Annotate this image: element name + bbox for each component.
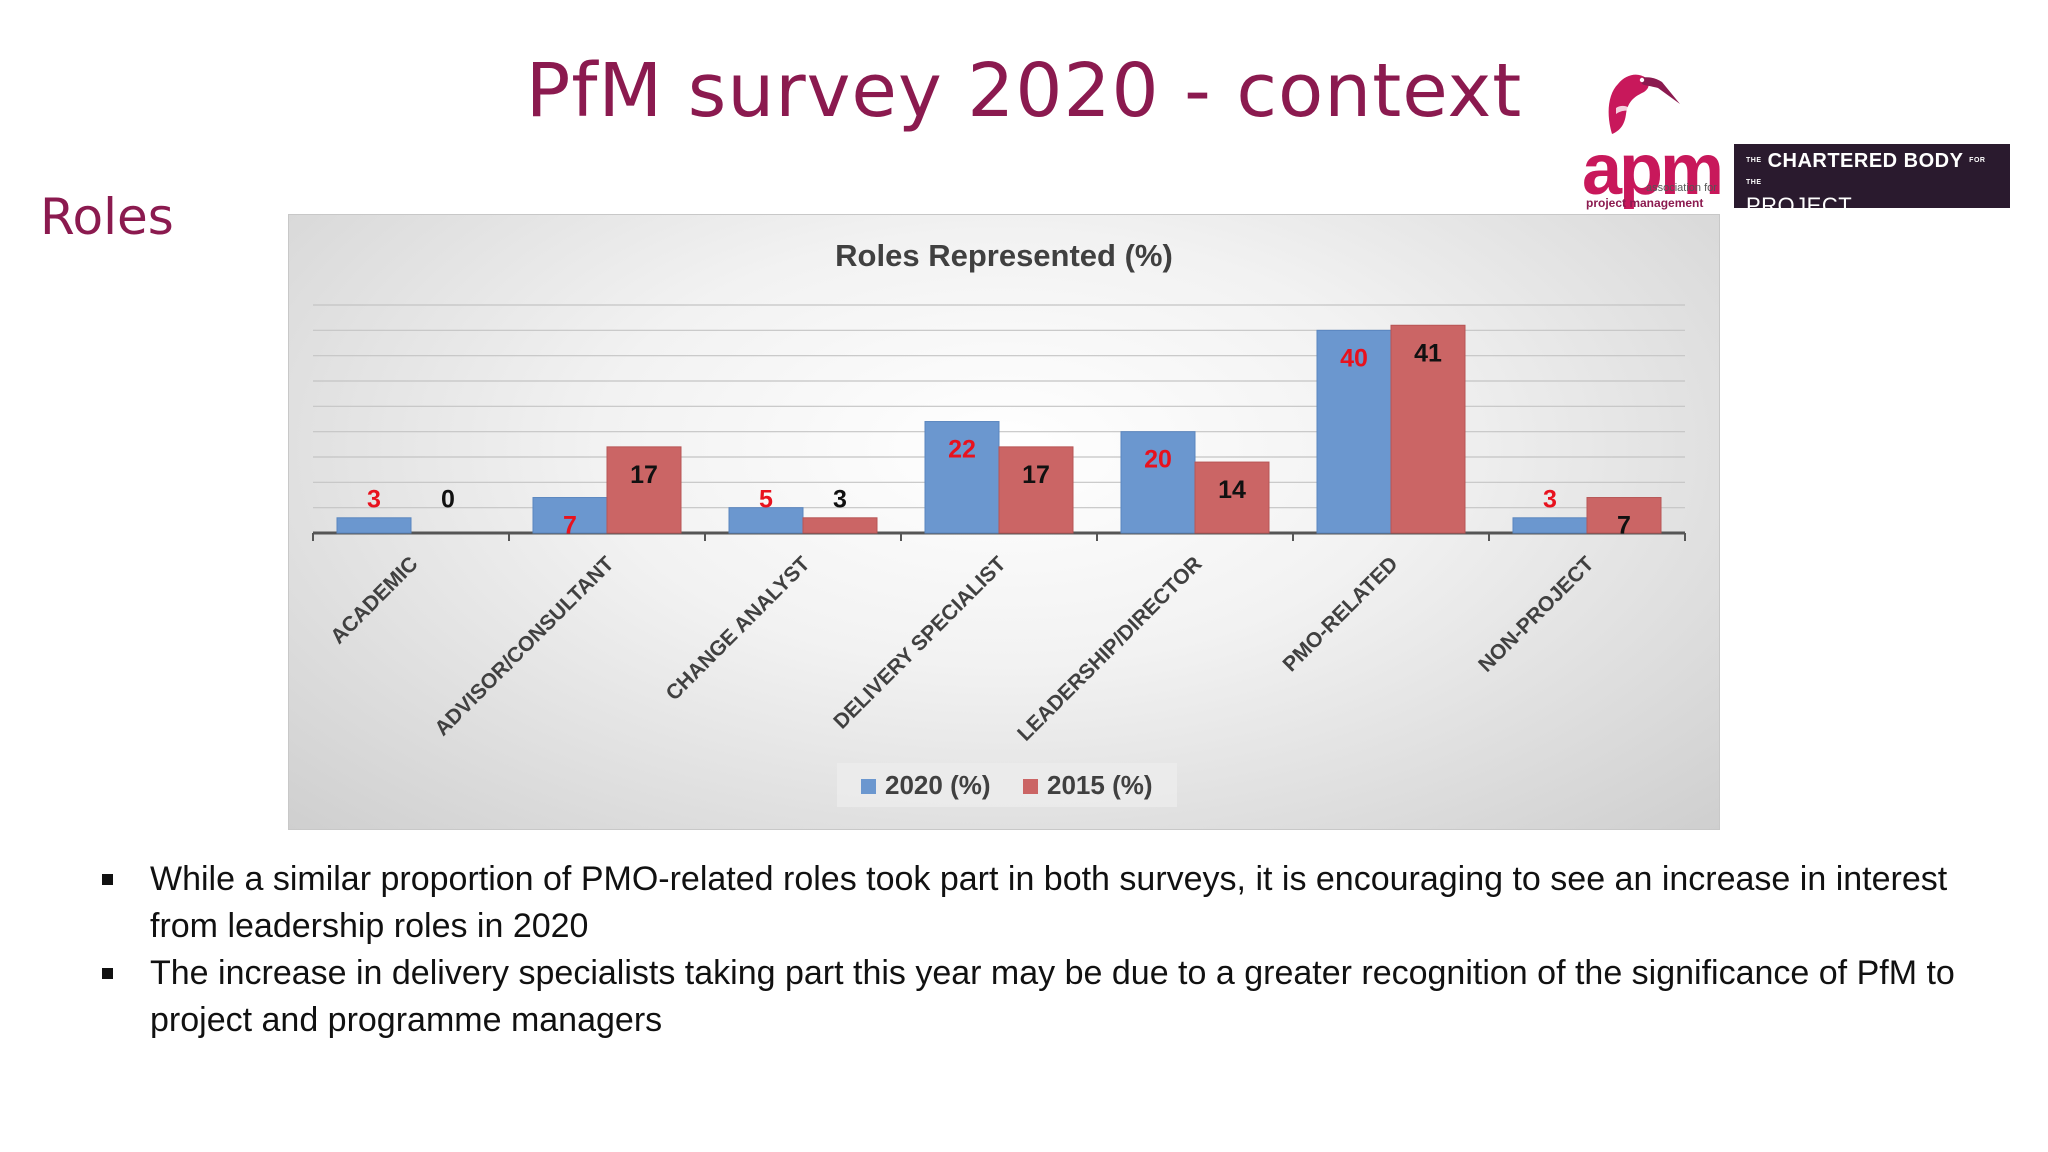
chart-title: Roles Represented (%) bbox=[835, 238, 1173, 273]
bar-2020 bbox=[532, 497, 608, 534]
category-label: ADVISOR/CONSULTANT bbox=[430, 552, 618, 740]
category-label: ACADEMIC bbox=[326, 552, 422, 648]
apm-logo: apm association for project management bbox=[1582, 60, 1724, 212]
data-label: 0 bbox=[441, 486, 455, 514]
bar-2020 bbox=[336, 517, 412, 534]
apm-wordmark: apm bbox=[1582, 130, 1724, 210]
section-label: Roles bbox=[40, 188, 174, 246]
bar-chart: Roles Represented (%) 3 0 ACADEMIC 7 17 ADVISO… bbox=[312, 238, 1686, 807]
bullet-list: While a similar proportion of PMO-relate… bbox=[100, 856, 2000, 1044]
chart-area: Roles Represented (%) 3 0 ACADEMIC 7 17 ADVISO… bbox=[288, 214, 1720, 830]
data-label: 17 bbox=[630, 461, 658, 489]
data-label: 7 bbox=[1617, 512, 1631, 540]
data-label: 17 bbox=[1022, 461, 1050, 489]
category-label: LEADERSHIP/DIRECTOR bbox=[1013, 552, 1206, 745]
category-label: PMO-RELATED bbox=[1278, 552, 1402, 676]
bar-2020 bbox=[924, 421, 1000, 534]
legend-label: 2015 (%) bbox=[1047, 770, 1153, 800]
data-label: 40 bbox=[1340, 344, 1368, 372]
legend-swatch bbox=[861, 779, 876, 794]
legend-box bbox=[837, 763, 1177, 807]
bar-2015 bbox=[1586, 497, 1662, 534]
bar-2015 bbox=[998, 446, 1074, 534]
bullet-item: While a similar proportion of PMO-relate… bbox=[100, 856, 2000, 950]
slide-title: PfM survey 2020 - context bbox=[525, 48, 1523, 134]
bar-2020 bbox=[728, 507, 804, 534]
bar-2020 bbox=[1316, 329, 1392, 534]
chartered-line-2: PROJECT PROFESSION bbox=[1746, 193, 1896, 242]
category-label: DELIVERY SPECIALIST bbox=[829, 552, 1010, 733]
chartered-line-1: CHARTERED BODY bbox=[1767, 150, 1964, 172]
category-label: CHANGE ANALYST bbox=[662, 552, 815, 705]
bar-2015 bbox=[802, 517, 878, 534]
stork-bird-icon bbox=[1608, 74, 1680, 134]
chartered-body-badge: THE CHARTERED BODY FOR THE PROJECT PROFE… bbox=[1734, 144, 2010, 242]
apm-tagline-2: project management bbox=[1586, 196, 1704, 210]
apm-tagline-1: association for bbox=[1646, 182, 1717, 194]
data-label: 5 bbox=[759, 486, 773, 514]
bullet-item: The increase in delivery specialists tak… bbox=[100, 950, 2000, 1044]
legend-swatch bbox=[1023, 779, 1038, 794]
data-label: 41 bbox=[1414, 339, 1442, 367]
bar-2020 bbox=[1120, 431, 1196, 534]
legend-label: 2020 (%) bbox=[885, 770, 991, 800]
data-label: 14 bbox=[1218, 476, 1246, 504]
data-label: 3 bbox=[833, 486, 847, 514]
bar-2020 bbox=[1512, 517, 1588, 534]
bar-2015 bbox=[606, 446, 682, 534]
chartered-prefix: THE bbox=[1746, 157, 1762, 164]
data-label: 3 bbox=[367, 486, 381, 514]
chartered-suffix: FOR THE bbox=[1746, 157, 1986, 186]
bar-2015 bbox=[1194, 461, 1270, 534]
bar-2015 bbox=[1390, 324, 1466, 534]
data-label: 3 bbox=[1543, 486, 1557, 514]
data-label: 20 bbox=[1144, 446, 1172, 474]
data-label: 22 bbox=[948, 436, 976, 464]
category-label: NON-PROJECT bbox=[1474, 552, 1598, 676]
data-label: 7 bbox=[563, 512, 577, 540]
